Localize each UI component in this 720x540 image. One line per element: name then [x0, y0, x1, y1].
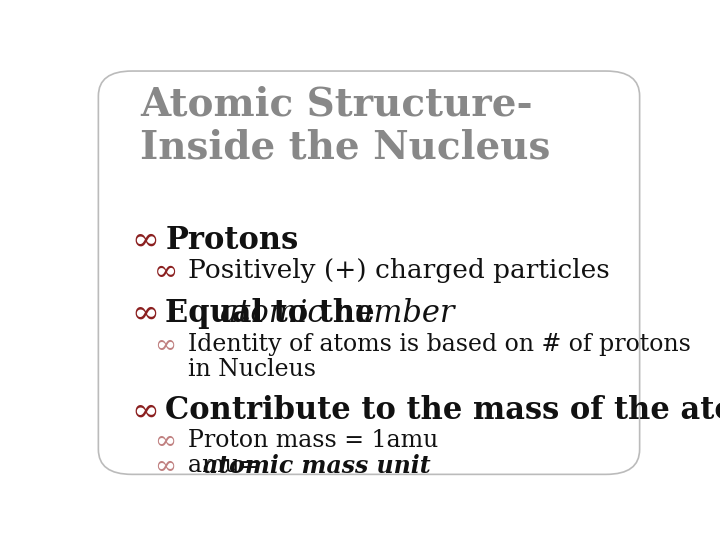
Text: ∞: ∞ — [132, 298, 160, 329]
Text: atomic number: atomic number — [220, 298, 454, 329]
Text: ∞: ∞ — [154, 429, 176, 454]
Text: Atomic Structure-
Inside the Nucleus: Atomic Structure- Inside the Nucleus — [140, 85, 551, 166]
Text: Contribute to the mass of the atom: Contribute to the mass of the atom — [166, 395, 720, 427]
Text: Proton mass = 1amu: Proton mass = 1amu — [188, 429, 438, 451]
Text: ∞: ∞ — [132, 395, 160, 427]
Text: Identity of atoms is based on # of protons: Identity of atoms is based on # of proto… — [188, 333, 690, 356]
Text: Positively (+) charged particles: Positively (+) charged particles — [188, 258, 609, 283]
Text: ∞: ∞ — [154, 333, 176, 358]
Text: ∞: ∞ — [154, 454, 176, 480]
FancyBboxPatch shape — [99, 71, 639, 474]
Text: Equal to the: Equal to the — [166, 298, 386, 329]
Text: Protons: Protons — [166, 225, 299, 256]
Text: in Nucleus: in Nucleus — [188, 358, 315, 381]
Text: ∞: ∞ — [132, 225, 160, 257]
Text: ∞: ∞ — [154, 258, 179, 286]
Text: amu=: amu= — [188, 454, 266, 477]
Text: atomic mass unit: atomic mass unit — [203, 454, 431, 478]
